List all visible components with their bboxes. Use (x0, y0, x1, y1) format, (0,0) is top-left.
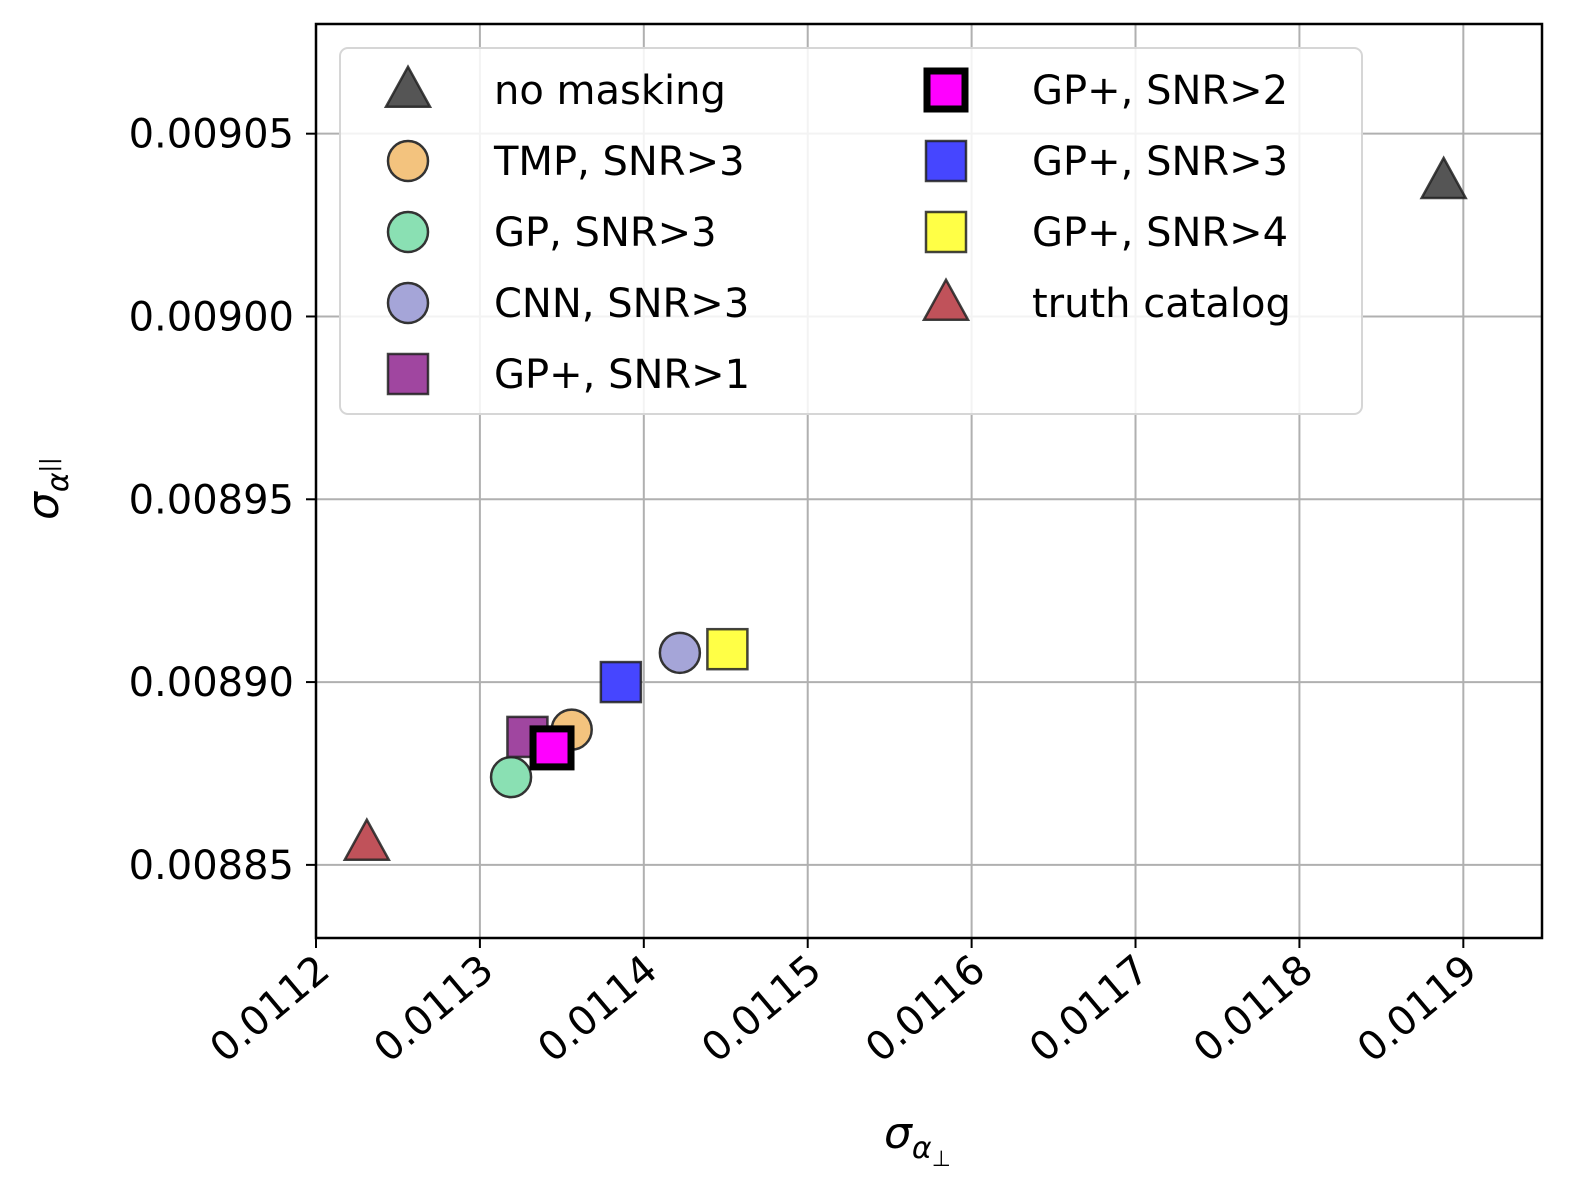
x-tick-label: 0.0116 (857, 946, 994, 1071)
x-tick-label: 0.0113 (366, 946, 503, 1071)
data-point-cnn-snr-3 (658, 631, 702, 675)
y-tick-label: 0.00905 (129, 112, 294, 158)
y-tick-label: 0.00895 (129, 477, 294, 523)
legend-marker (386, 139, 430, 183)
data-point-truth-catalog (342, 817, 391, 861)
legend-label: GP, SNR>3 (494, 210, 717, 256)
y-axis-title: σα|| (18, 458, 76, 521)
legend-marker (386, 281, 430, 325)
y-tick-label: 0.00885 (129, 843, 294, 889)
legend-label: GP+, SNR>1 (494, 352, 750, 398)
data-points (342, 155, 1468, 861)
legend-box (339, 47, 1363, 415)
legend-label: GP+, SNR>2 (1032, 68, 1288, 114)
data-point-gp-snr-3 (489, 755, 533, 799)
legend-marker (386, 210, 430, 254)
legend-label: TMP, SNR>3 (493, 139, 745, 185)
legend-marker (921, 277, 971, 322)
legend-marker (924, 139, 968, 183)
data-point-gp-snr-2 (529, 725, 575, 771)
legend: no masking TMP, SNR>3 GP, SNR>3 CNN, SNR>3 G… (339, 47, 1363, 415)
y-tick-label: 0.00890 (129, 660, 294, 706)
data-point-gp-snr-3 (599, 660, 643, 704)
x-axis-title: σα⊥ (884, 1108, 951, 1172)
legend-marker (386, 352, 430, 396)
data-point-no-masking (1419, 155, 1468, 200)
y-tick-label: 0.00900 (129, 294, 294, 340)
x-tick-label: 0.0114 (529, 946, 666, 1071)
x-tick-label: 0.0118 (1185, 946, 1322, 1071)
x-tick-label: 0.0115 (693, 946, 830, 1071)
legend-label: GP+, SNR>3 (1032, 139, 1288, 185)
legend-marker (923, 67, 969, 113)
x-tick-label: 0.0117 (1021, 946, 1158, 1071)
plot-frame (314, 22, 1544, 940)
legend-marker (383, 64, 433, 109)
legend-label: GP+, SNR>4 (1032, 210, 1288, 256)
data-point-gp-snr-4 (706, 627, 749, 671)
legend-label: truth catalog (1032, 281, 1291, 327)
legend-label: CNN, SNR>3 (494, 281, 749, 327)
x-tick-label: 0.0119 (1349, 946, 1486, 1071)
x-tick-label: 0.0112 (202, 946, 339, 1071)
legend-marker (924, 210, 968, 254)
legend-label: no masking (494, 68, 726, 114)
